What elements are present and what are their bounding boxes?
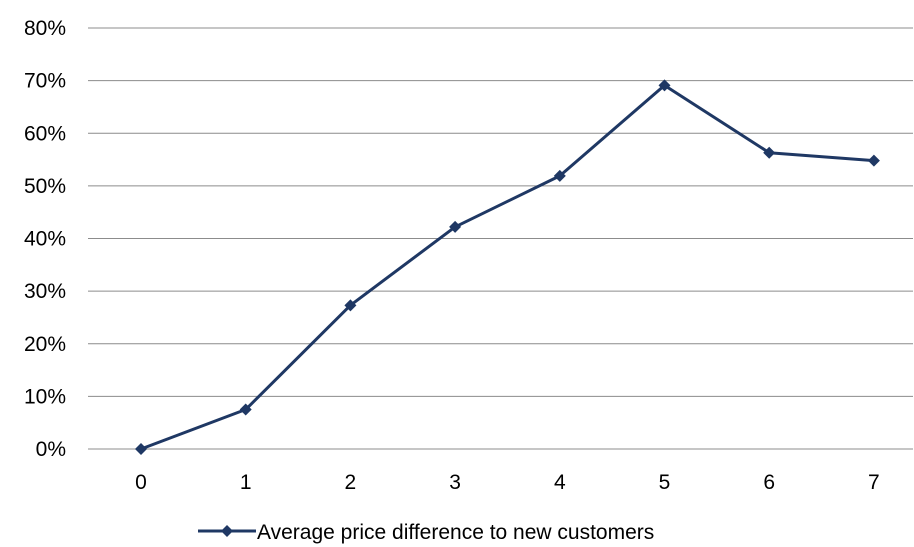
x-tick-label: 2 (345, 471, 357, 494)
series-layer (135, 79, 880, 455)
y-tick-label: 70% (24, 70, 66, 93)
y-tick-label: 60% (24, 122, 66, 145)
data-point-marker (135, 443, 147, 455)
x-tick-label: 3 (449, 471, 461, 494)
y-tick-label: 20% (24, 333, 66, 356)
x-tick-label: 0 (135, 471, 147, 494)
legend: Average price difference to new customer… (198, 521, 654, 544)
data-point-marker (658, 79, 671, 92)
x-tick-label: 7 (868, 471, 880, 494)
y-axis-ticks: 0% 10% 20% 30% 40% 50% 60% 70% 80% (24, 17, 66, 461)
y-tick-label: 50% (24, 175, 66, 198)
x-tick-label: 6 (763, 471, 775, 494)
data-point-marker (763, 146, 776, 159)
data-point-marker (449, 220, 462, 233)
x-tick-label: 4 (554, 471, 566, 494)
gridlines (88, 27, 913, 450)
x-tick-label: 5 (659, 471, 671, 494)
y-tick-label: 0% (36, 438, 66, 461)
legend-diamond-marker (221, 525, 233, 537)
x-axis-ticks: 0 1 2 3 4 5 6 7 (135, 471, 880, 494)
data-point-marker (344, 299, 357, 312)
y-tick-label: 30% (24, 280, 66, 303)
legend-label: Average price difference to new customer… (257, 521, 654, 544)
y-tick-label: 10% (24, 385, 66, 408)
data-point-marker (867, 154, 880, 167)
y-tick-label: 40% (24, 228, 66, 251)
data-point-marker (239, 403, 252, 416)
x-tick-label: 1 (240, 471, 252, 494)
data-point-marker (553, 169, 566, 182)
series-line (140, 83, 875, 451)
y-tick-label: 80% (24, 17, 66, 40)
